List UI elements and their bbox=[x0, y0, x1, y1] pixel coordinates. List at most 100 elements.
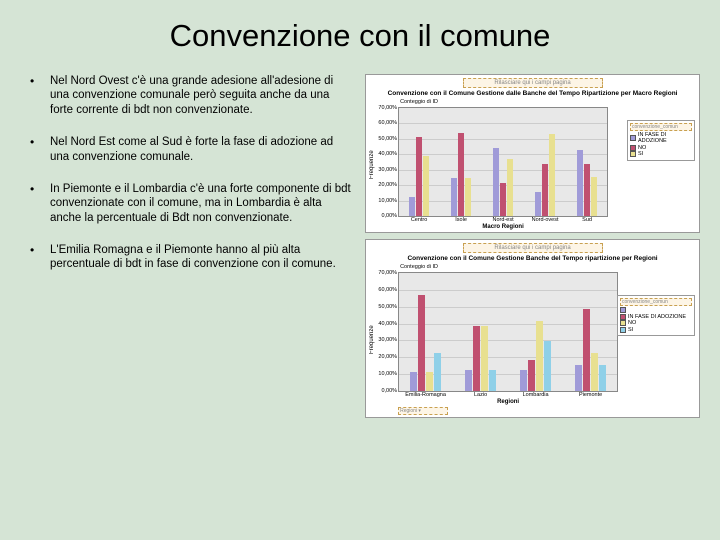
bullet-list: Nel Nord Ovest c'è una grande adesione a… bbox=[30, 74, 355, 424]
bar bbox=[544, 341, 551, 391]
bar bbox=[458, 133, 464, 216]
bar bbox=[410, 372, 417, 391]
bar bbox=[416, 137, 422, 216]
bar bbox=[426, 372, 433, 391]
bar bbox=[575, 365, 582, 391]
chart1-plot: 70,00%60,00%50,00%40,00%30,00%20,00%10,0… bbox=[398, 107, 608, 217]
bar bbox=[542, 164, 548, 216]
chart1-xaxis-title: Macro Regioni bbox=[398, 224, 608, 230]
xlabel: Sud bbox=[566, 217, 608, 223]
bar bbox=[489, 370, 496, 391]
legend-label: SI bbox=[628, 327, 633, 333]
bar bbox=[528, 360, 535, 391]
bar bbox=[583, 309, 590, 391]
bar bbox=[423, 156, 429, 216]
legend-item: IN FASE DI ADOZIONE bbox=[620, 314, 692, 320]
bar bbox=[473, 326, 480, 391]
charts-column: Rilasciare qui i campi pagina Convenzion… bbox=[365, 74, 700, 424]
bullet-item: Nel Nord Ovest c'è una grande adesione a… bbox=[30, 74, 355, 117]
ytick: 10,00% bbox=[378, 371, 399, 377]
bar-group bbox=[451, 133, 471, 216]
bar-group bbox=[535, 134, 555, 216]
bar-group bbox=[493, 148, 513, 216]
chart1-ylabel: Frequenze bbox=[368, 99, 376, 230]
legend-item: SI bbox=[620, 327, 692, 333]
chart1-dropzone[interactable]: Rilasciare qui i campi pagina bbox=[463, 78, 603, 88]
ytick: 40,00% bbox=[378, 321, 399, 327]
legend-item: IN FASE DI ADOZIONE bbox=[630, 132, 692, 144]
ytick: 10,00% bbox=[378, 198, 399, 204]
ytick: 30,00% bbox=[378, 337, 399, 343]
ytick: 50,00% bbox=[378, 304, 399, 310]
bar bbox=[451, 178, 457, 216]
bar bbox=[591, 177, 597, 216]
bar-group bbox=[575, 309, 606, 391]
ytick: 0,00% bbox=[381, 213, 399, 219]
ytick: 70,00% bbox=[378, 105, 399, 111]
legend-swatch bbox=[620, 320, 626, 326]
xlabel: Nord-est bbox=[482, 217, 524, 223]
bullet-item: Nel Nord Est come al Sud è forte la fase… bbox=[30, 135, 355, 164]
xlabel: Emilia-Romagna bbox=[398, 392, 453, 398]
chart2-bottom-dropzone[interactable]: Regioni ▾ bbox=[398, 407, 448, 415]
xlabel: Centro bbox=[398, 217, 440, 223]
bar bbox=[465, 178, 471, 216]
bar bbox=[409, 197, 415, 216]
chart2-plot: 70,00%60,00%50,00%40,00%30,00%20,00%10,0… bbox=[398, 272, 618, 392]
legend-label: IN FASE DI ADOZIONE bbox=[638, 132, 692, 144]
bar-group bbox=[577, 150, 597, 216]
chart2-xlabels: Emilia-RomagnaLazioLombardiaPiemonte bbox=[398, 392, 618, 398]
chart2-xaxis-title: Regioni bbox=[398, 399, 618, 405]
bar bbox=[418, 295, 425, 391]
page-title: Convenzione con il comune bbox=[0, 0, 720, 54]
bar bbox=[591, 353, 598, 391]
legend-label: NO bbox=[638, 145, 646, 151]
legend-swatch bbox=[620, 327, 626, 333]
bar-group bbox=[520, 321, 551, 391]
chart2-legend-title[interactable]: convenzione_comun bbox=[620, 298, 692, 306]
chart-macro-regioni: Rilasciare qui i campi pagina Convenzion… bbox=[365, 74, 700, 233]
chart1-legend-title[interactable]: convenzione_comun bbox=[630, 123, 692, 131]
bar bbox=[434, 353, 441, 391]
ytick: 60,00% bbox=[378, 120, 399, 126]
bar bbox=[577, 150, 583, 216]
chart2-legend: convenzione_comun IN FASE DI ADOZIONENOS… bbox=[617, 295, 695, 336]
bar bbox=[465, 370, 472, 391]
legend-swatch bbox=[620, 307, 626, 313]
bar-group bbox=[465, 326, 496, 391]
bar-group bbox=[410, 295, 441, 391]
bar bbox=[507, 159, 513, 216]
bar bbox=[536, 321, 543, 391]
legend-label: NO bbox=[628, 320, 636, 326]
legend-item bbox=[620, 307, 692, 313]
bar bbox=[493, 148, 499, 216]
chart1-xlabels: CentroIsoleNord-estNord-ovestSud bbox=[398, 217, 608, 223]
bar bbox=[520, 370, 527, 391]
legend-item: SI bbox=[630, 151, 692, 157]
ytick: 40,00% bbox=[378, 151, 399, 157]
ytick: 20,00% bbox=[378, 182, 399, 188]
bar-group bbox=[409, 137, 429, 216]
chart1-count-label: Conteggio di ID bbox=[400, 99, 438, 105]
xlabel: Lazio bbox=[453, 392, 508, 398]
ytick: 20,00% bbox=[378, 354, 399, 360]
chart1-legend: convenzione_comun IN FASE DI ADOZIONENOS… bbox=[627, 120, 695, 161]
legend-label: SI bbox=[638, 151, 643, 157]
legend-item: NO bbox=[630, 145, 692, 151]
ytick: 50,00% bbox=[378, 136, 399, 142]
bar bbox=[500, 183, 506, 216]
ytick: 30,00% bbox=[378, 167, 399, 173]
bar bbox=[549, 134, 555, 216]
chart-regioni: Rilasciare qui i campi pagina Convenzion… bbox=[365, 239, 700, 418]
chart2-dropzone[interactable]: Rilasciare qui i campi pagina bbox=[463, 243, 603, 253]
chart2-count-label: Conteggio di ID bbox=[400, 264, 438, 270]
xlabel: Lombardia bbox=[508, 392, 563, 398]
legend-swatch bbox=[630, 151, 636, 157]
legend-label: IN FASE DI ADOZIONE bbox=[628, 314, 686, 320]
content-area: Nel Nord Ovest c'è una grande adesione a… bbox=[0, 54, 720, 424]
legend-swatch bbox=[630, 135, 636, 141]
chart1-title: Convenzione con il Comune Gestione dalle… bbox=[368, 90, 697, 97]
bar bbox=[584, 164, 590, 216]
ytick: 0,00% bbox=[381, 388, 399, 394]
legend-swatch bbox=[620, 314, 626, 320]
